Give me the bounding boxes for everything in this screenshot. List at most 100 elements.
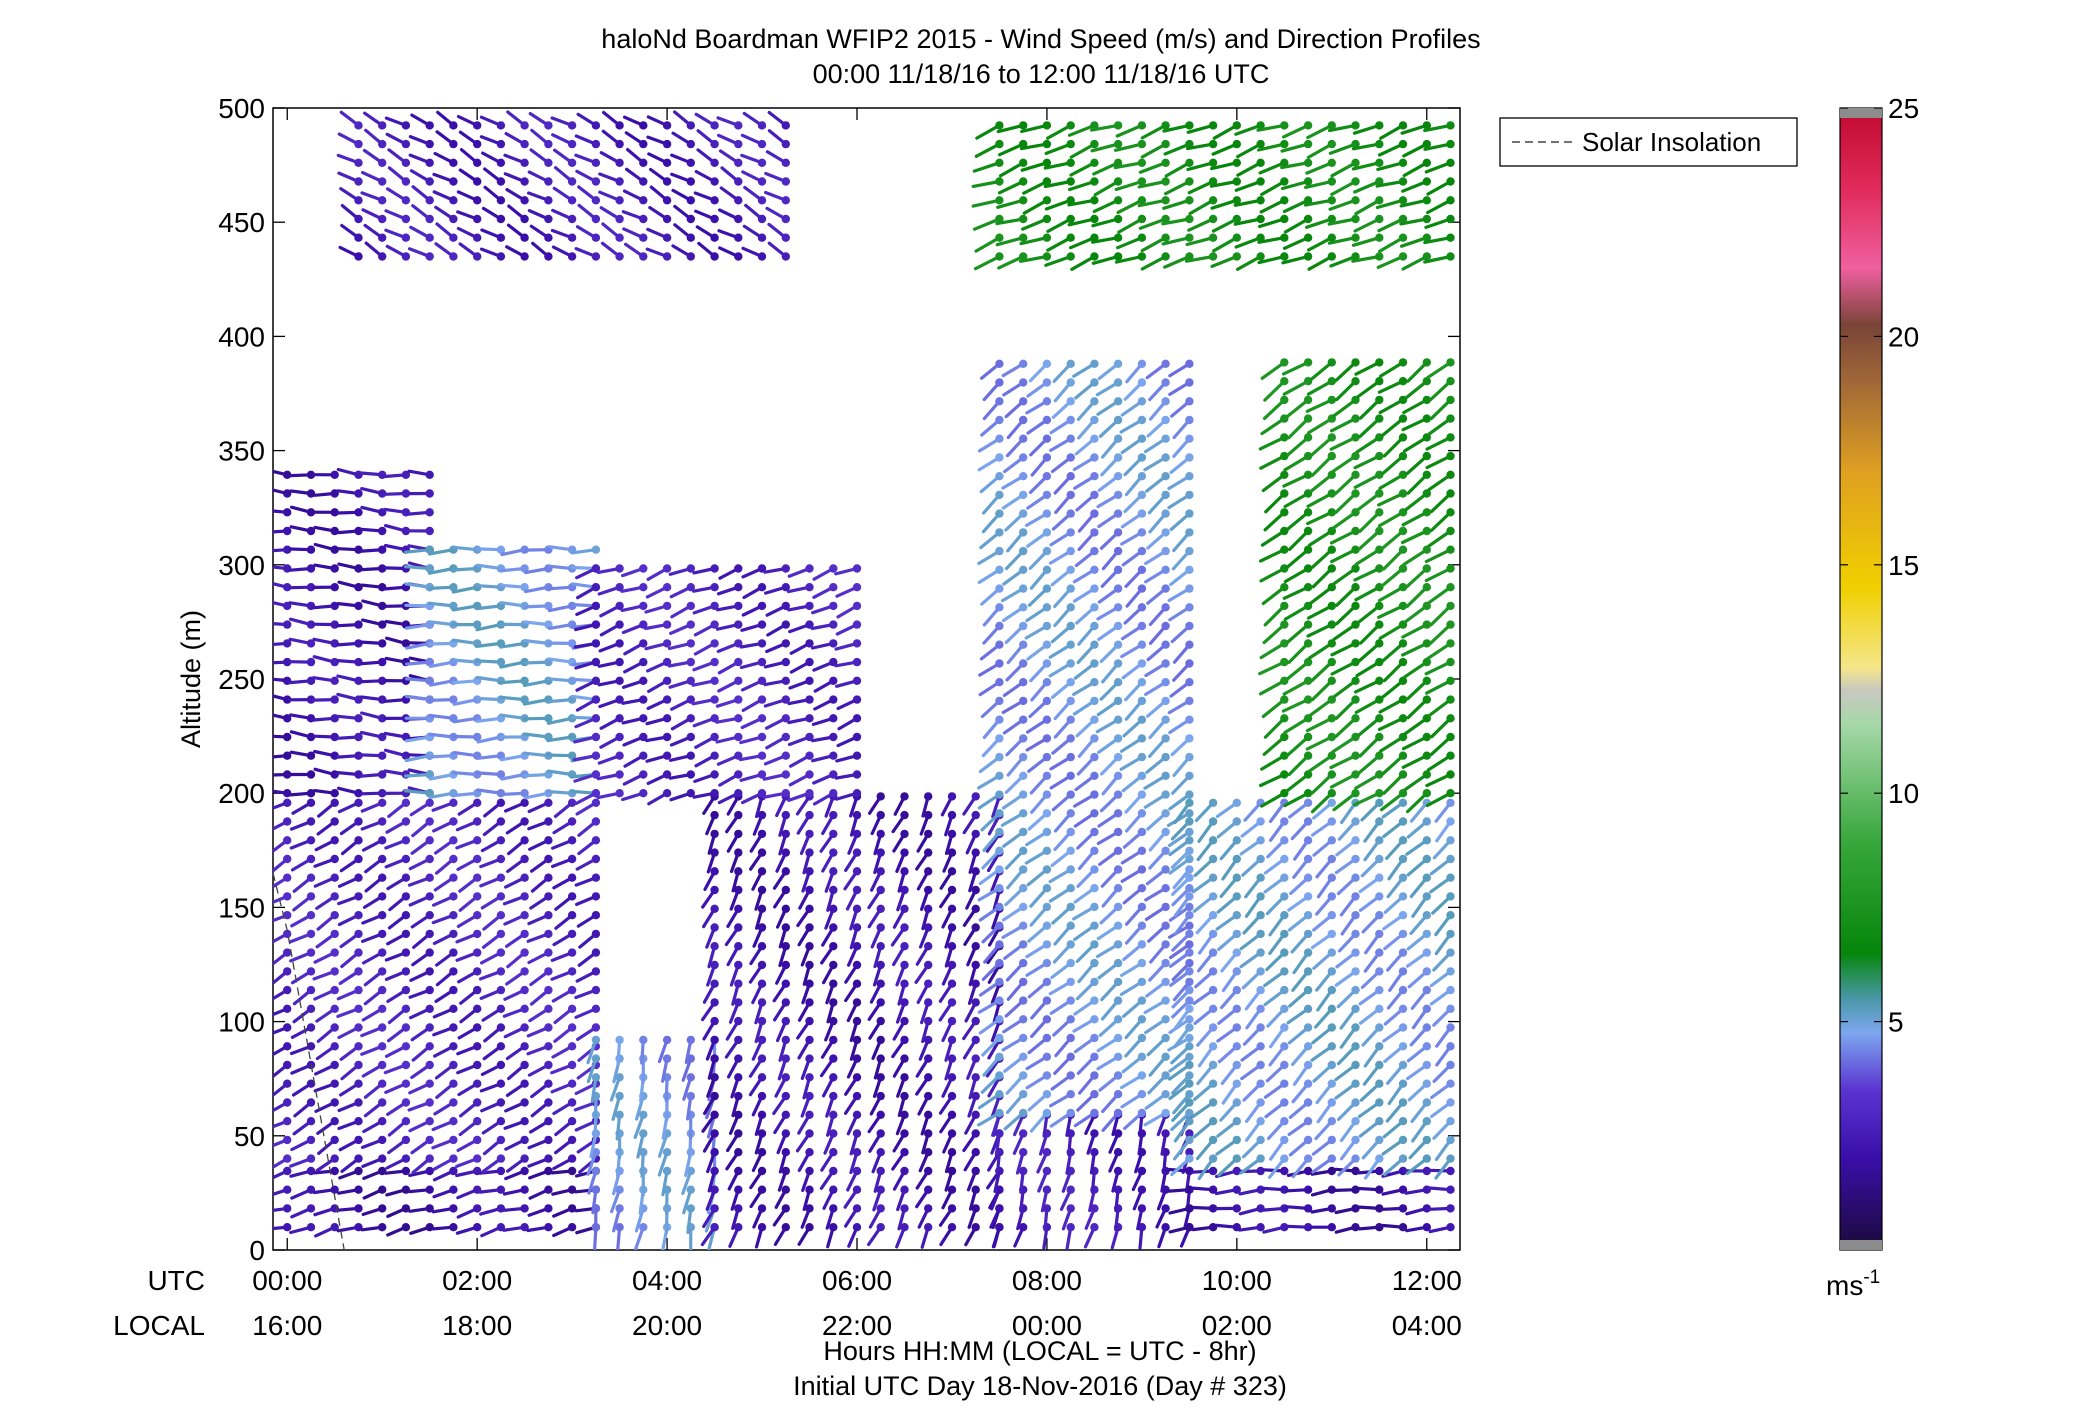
- wind-barb-dot: [924, 1035, 933, 1045]
- wind-barb-dot: [1422, 676, 1432, 685]
- wind-barb-dot: [1042, 1033, 1052, 1043]
- wind-barb-dot: [1090, 659, 1099, 668]
- wind-barb-dot: [378, 714, 387, 723]
- wind-barb-dot: [924, 792, 933, 801]
- wind-barb-dot: [306, 1098, 316, 1107]
- wind-barb-dot: [1019, 509, 1028, 518]
- wind-barb: [1185, 236, 1215, 247]
- wind-barb: [1405, 585, 1429, 608]
- wind-barb-dot: [1232, 139, 1242, 149]
- wind-barb-dot: [1208, 177, 1218, 186]
- wind-barb-dot: [496, 770, 506, 779]
- wind-barb-dot: [995, 121, 1004, 130]
- wind-barb: [1355, 491, 1381, 512]
- wind-barb: [1211, 217, 1239, 233]
- wind-barb-dot: [1327, 967, 1337, 976]
- wind-barb-dot: [591, 1004, 601, 1013]
- wind-barb-dot: [805, 1166, 814, 1176]
- wind-barb-dot: [947, 867, 957, 876]
- wind-barb: [1378, 360, 1405, 378]
- wind-barb-dot: [1446, 911, 1455, 920]
- wind-barb-dot: [829, 923, 838, 932]
- wind-barb: [1402, 435, 1429, 453]
- wind-barb-dot: [283, 789, 292, 798]
- wind-barb: [1330, 660, 1358, 676]
- wind-barb-dot: [544, 1223, 553, 1232]
- wind-barb-dot: [1398, 639, 1408, 648]
- wind-barb-dot: [757, 214, 767, 224]
- wind-barb-dot: [1446, 1204, 1455, 1213]
- wind-barb-dot: [781, 214, 790, 224]
- wind-barb: [1043, 161, 1073, 170]
- wind-barb-dot: [567, 252, 577, 261]
- wind-barb-dot: [330, 676, 339, 685]
- wind-barb-dot: [473, 177, 482, 186]
- wind-barb-dot: [947, 923, 957, 932]
- wind-barb-dot: [1090, 1052, 1099, 1062]
- wind-barb-dot: [1185, 415, 1194, 425]
- wind-barb-dot: [995, 233, 1004, 242]
- wind-barb-dot: [1351, 1185, 1360, 1194]
- wind-barb-dot: [710, 1223, 719, 1232]
- wind-barb-dot: [1113, 996, 1123, 1005]
- wind-barb-dot: [1303, 620, 1313, 629]
- wind-barb-dot: [1375, 395, 1384, 405]
- wind-barb-dot: [1066, 1185, 1075, 1194]
- wind-barb-dot: [1351, 177, 1360, 186]
- wind-barb-dot: [1375, 948, 1384, 957]
- wind-barb-dot: [1090, 121, 1099, 130]
- wind-barb-dot: [757, 1204, 767, 1213]
- wind-barb-dot: [615, 1035, 624, 1045]
- wind-barb-dot: [354, 798, 363, 807]
- wind-barb-dot: [1327, 657, 1337, 667]
- wind-barb-dot: [757, 1035, 767, 1045]
- wind-barb-dot: [567, 196, 577, 205]
- wind-barb-dot: [971, 829, 980, 839]
- wind-barb-dot: [306, 583, 316, 592]
- wind-barb: [1381, 679, 1405, 699]
- wind-barb-dot: [1422, 789, 1432, 798]
- wind-barb-dot: [354, 1098, 363, 1107]
- wind-barb-dot: [781, 252, 790, 261]
- wind-barb-dot: [1066, 1108, 1075, 1118]
- wind-barb-dot: [496, 1135, 506, 1145]
- wind-barb-dot: [1185, 1135, 1194, 1145]
- wind-barb-dot: [1042, 1148, 1052, 1157]
- wind-barb-dot: [1161, 865, 1170, 874]
- wind-barb-dot: [1185, 546, 1194, 556]
- wind-barb-dot: [947, 1166, 957, 1176]
- wind-barb-dot: [1303, 798, 1313, 807]
- wind-barb-dot: [1066, 771, 1075, 780]
- wind-barb: [1187, 217, 1215, 232]
- wind-barb-dot: [1161, 678, 1170, 687]
- wind-barb: [1423, 123, 1453, 133]
- wind-barb-dot: [1185, 827, 1194, 837]
- wind-barb-dot: [710, 657, 719, 667]
- wind-barb-dot: [1137, 1052, 1147, 1062]
- wind-barb-dot: [1113, 865, 1123, 874]
- wind-barb-dot: [378, 817, 387, 826]
- wind-barb-dot: [1280, 214, 1289, 224]
- wind-barb-dot: [757, 751, 767, 760]
- wind-barb-dot: [615, 177, 624, 186]
- wind-barb-dot: [710, 904, 719, 913]
- wind-barb-dot: [1090, 378, 1099, 387]
- wind-barb-dot: [1375, 377, 1384, 386]
- wind-barb-dot: [1161, 121, 1170, 130]
- wind-barb-dot: [1351, 489, 1360, 498]
- wind-barb-dot: [496, 233, 506, 242]
- wind-barb-dot: [567, 985, 577, 995]
- wind-barb-dot: [425, 508, 434, 517]
- wind-barb-dot: [1137, 678, 1147, 687]
- wind-barb-dot: [1066, 846, 1075, 855]
- wind-barb-dot: [354, 564, 363, 573]
- wind-barb-dot: [757, 770, 767, 779]
- wind-barb: [1140, 123, 1168, 140]
- wind-barb-dot: [1280, 177, 1289, 186]
- wind-barb-dot: [1446, 196, 1455, 205]
- wind-barb-dot: [1113, 1071, 1123, 1080]
- wind-barb-dot: [425, 470, 434, 479]
- wind-barb-dot: [852, 829, 862, 839]
- wind-barb-dot: [425, 854, 434, 864]
- wind-barb-dot: [1137, 752, 1147, 762]
